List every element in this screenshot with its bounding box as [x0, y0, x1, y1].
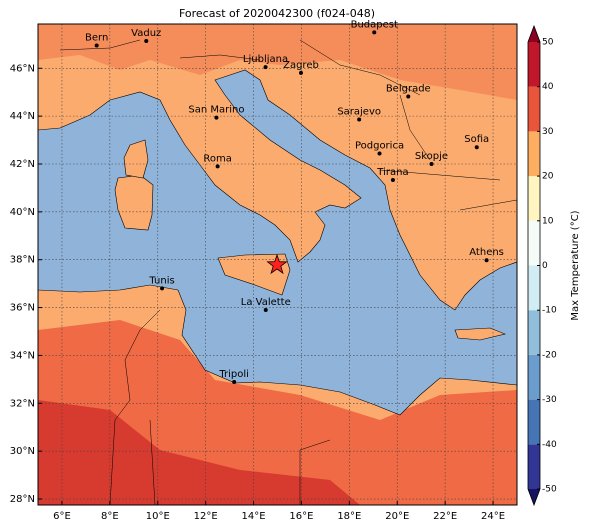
colorbar-tick-label: -10: [542, 306, 557, 316]
x-tick-label: 20°E: [385, 511, 409, 522]
city-point: [377, 151, 382, 156]
city-label: La Valette: [241, 297, 291, 308]
colorbar-tick-label: -20: [542, 350, 557, 360]
city-point: [94, 43, 99, 48]
city-point: [263, 65, 268, 70]
forecast-marker: [266, 253, 288, 275]
colorbar-bin: [528, 131, 540, 177]
city-point: [406, 94, 411, 99]
city-label: Skopje: [415, 151, 448, 162]
colorbar-bin: [528, 176, 540, 221]
colorbar-bin: [528, 310, 540, 355]
colorbar-bin: [528, 42, 540, 87]
colorbar-tick-label: 50: [542, 38, 554, 48]
city-point: [372, 30, 377, 35]
colorbar-tick-label: 10: [542, 216, 554, 226]
city-label: Tirana: [376, 167, 408, 178]
colorbar-tick-label: -50: [542, 485, 557, 495]
colorbar-tick-label: 30: [542, 127, 554, 137]
colorbar-bin: [528, 220, 540, 266]
city-point: [357, 117, 362, 122]
city-point: [232, 379, 237, 384]
y-tick-label: 40°N: [10, 207, 35, 218]
x-tick-label: 18°E: [337, 511, 361, 522]
colorbar-bin: [528, 86, 540, 132]
colorbar-tick-label: -40: [542, 440, 557, 450]
city-point: [144, 38, 149, 43]
x-tick-label: 8°E: [101, 511, 119, 522]
city-label: Podgorica: [355, 140, 404, 151]
map-frame: [37, 23, 518, 506]
map: [38, 24, 517, 505]
city-point: [263, 307, 268, 312]
city-label: Belgrade: [386, 84, 431, 95]
x-tick-label: 22°E: [433, 511, 457, 522]
colorbar-bin: [528, 444, 540, 489]
city-label: Zagreb: [283, 60, 319, 71]
borders: [59, 39, 517, 505]
colorbar-extend-low: [528, 489, 540, 505]
hottest-land: [38, 400, 360, 505]
city-label: San Marino: [188, 105, 244, 116]
colorbar-bin: [528, 354, 540, 400]
x-tick-label: 12°E: [194, 511, 218, 522]
city-point: [298, 70, 303, 75]
city-point: [429, 161, 434, 166]
city-label: Sarajevo: [337, 106, 381, 117]
x-tick-label: 6°E: [53, 511, 71, 522]
y-tick-label: 38°N: [10, 255, 35, 266]
city-point: [474, 145, 479, 150]
y-tick-label: 28°N: [10, 494, 35, 505]
y-tick-label: 44°N: [10, 111, 35, 122]
city-point: [215, 164, 220, 169]
city-point: [390, 178, 395, 183]
city-label: Athens: [469, 247, 504, 258]
city-label: Tripoli: [218, 369, 249, 380]
y-tick-label: 32°N: [10, 398, 35, 409]
colorbar-tick-label: -30: [542, 395, 557, 405]
y-tick-label: 46°N: [10, 63, 35, 74]
title: Forecast of 2020042300 (f024-048): [179, 7, 375, 20]
city-point: [160, 286, 165, 291]
y-tick-label: 34°N: [10, 350, 35, 361]
colorbar-label: Max Temperature (°C): [570, 210, 581, 320]
city-point: [484, 258, 489, 263]
x-tick-label: 24°E: [481, 511, 505, 522]
city-label: Budapest: [351, 19, 398, 30]
corsica: [123, 139, 149, 179]
city-label: Vaduz: [131, 28, 161, 39]
colorbar-bin: [528, 399, 540, 445]
city-label: Ljubljana: [243, 54, 288, 65]
y-tick-label: 30°N: [10, 446, 35, 457]
x-tick-label: 10°E: [146, 511, 170, 522]
sardinia: [114, 174, 154, 231]
y-tick-label: 42°N: [10, 159, 35, 170]
colorbar-extend-high: [528, 26, 540, 42]
city-label: Tunis: [148, 275, 174, 286]
city-label: Sofia: [464, 134, 489, 145]
city-point: [214, 115, 219, 120]
colorbar-tick-label: 0: [542, 261, 548, 271]
x-tick-label: 16°E: [289, 511, 313, 522]
crete: [454, 327, 506, 341]
city-label: Roma: [203, 153, 232, 164]
city-label: Bern: [85, 33, 108, 44]
colorbar-tick-label: 40: [542, 82, 554, 92]
colorbar-bin: [528, 265, 540, 311]
y-tick-label: 36°N: [10, 303, 35, 314]
x-tick-label: 14°E: [242, 511, 266, 522]
colorbar-tick-label: 20: [542, 172, 554, 182]
